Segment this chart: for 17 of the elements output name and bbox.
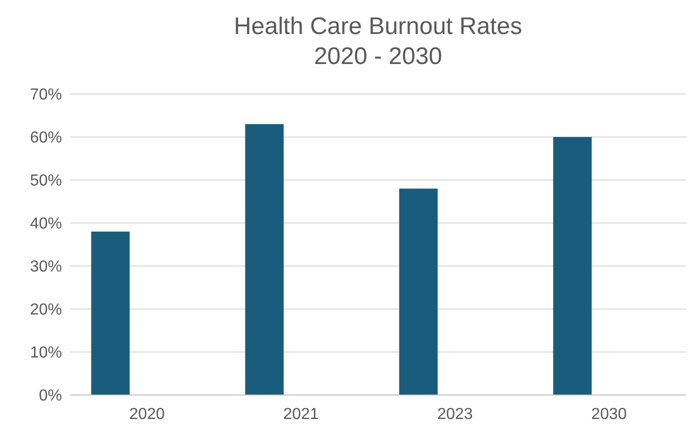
x-tick-label: 2020 [129, 406, 165, 423]
y-tick-label: 50% [30, 172, 62, 190]
x-tick-label: 2030 [591, 406, 627, 423]
x-tick-label: 2021 [283, 406, 319, 423]
bar [553, 137, 592, 395]
bar [91, 232, 130, 395]
chart-title: Health Care Burnout Rates 2020 - 2030 [234, 13, 522, 70]
y-tick-label: 30% [30, 258, 62, 276]
bar [399, 188, 438, 395]
y-tick-label: 60% [30, 130, 62, 147]
x-tick-label: 2023 [437, 406, 473, 423]
y-tick-label: 0% [38, 388, 62, 405]
y-tick-label: 70% [30, 86, 62, 104]
y-tick-label: 20% [30, 302, 62, 319]
y-tick-label: 10% [30, 344, 62, 362]
y-tick-label: 40% [30, 216, 62, 233]
bar [245, 124, 284, 395]
